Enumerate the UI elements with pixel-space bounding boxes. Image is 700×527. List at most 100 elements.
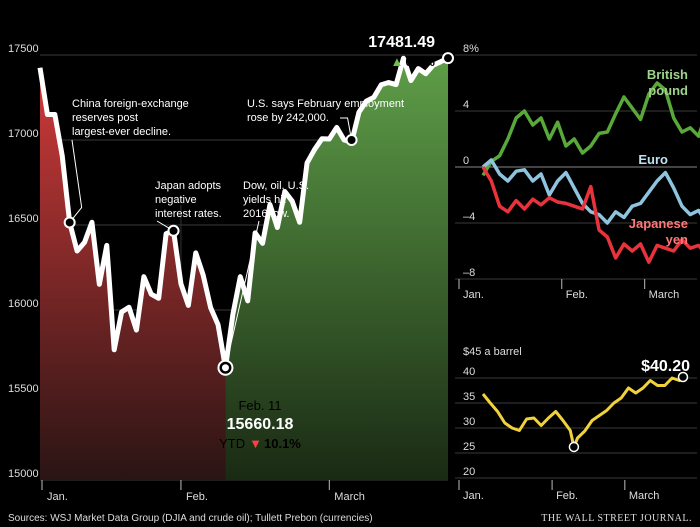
oil-month-label: Feb.: [556, 490, 578, 502]
djia-y-tick-label: 17500: [8, 43, 39, 55]
annotation-oil-line1: Dow, oil, U.S.: [243, 180, 309, 192]
oil-feb11-callout: Feb. 11 $26.21: [545, 461, 626, 475]
oil-y-tick-label: 30: [463, 416, 475, 428]
annotation-china-line2: reserves post: [72, 112, 138, 124]
oil-line-group: [481, 371, 689, 453]
ytd-up-value: 0.3%: [405, 54, 435, 69]
djia-month-label: Feb.: [186, 491, 208, 503]
oil-thursday-value: $40.20: [641, 358, 690, 375]
djia-x-ticks: Jan. Feb. March: [41, 480, 365, 503]
oil-x-ticks: Jan. Feb. March: [458, 480, 660, 502]
djia-annotation-leader: [224, 220, 260, 368]
down-arrow-icon: ▼: [249, 436, 262, 451]
oil-title: Nymex crude oil: [463, 324, 571, 340]
euro-line: [481, 158, 700, 225]
label-japanese-yen-line2: yen: [666, 232, 688, 247]
djia-thursday-label: Thursday: [377, 14, 435, 30]
djia-annotation-leader: [340, 117, 353, 141]
dollar-y-ticks: 8% 4 0 –4 –8: [463, 43, 479, 279]
dollar-series-labels: British pound Euro Japanese yen: [629, 67, 688, 247]
djia-y-tick-label: 17000: [8, 128, 39, 140]
ytd-down-value: 10.1%: [264, 436, 301, 451]
djia-title: Dow Jones Industrial Average: [8, 11, 221, 28]
djia-feb11-ytd: YTD ▼ 10.1%: [219, 436, 301, 451]
annotation-japan-line1: Japan adopts: [155, 180, 222, 192]
annotation-japan-line3: interest rates.: [155, 208, 222, 220]
label-euro: Euro: [638, 152, 668, 167]
oil-y-tick-label: 35: [463, 391, 475, 403]
oil-feb11-label: Feb. 11: [545, 461, 585, 475]
dollar-series: [481, 81, 700, 264]
up-arrow-icon: ▲: [390, 54, 403, 69]
yen-line: [481, 166, 700, 264]
oil-y-tick-label: 25: [463, 441, 475, 453]
dollar-y-tick-label: 4: [463, 99, 469, 111]
ytd-label-down: YTD: [219, 436, 245, 451]
djia-y-tick-label: 15500: [8, 383, 39, 395]
djia-y-tick-label: 16500: [8, 213, 39, 225]
oil-y-tick-label: 20: [463, 466, 475, 478]
dollar-y-tick-label: 8%: [463, 43, 479, 55]
djia-decline-area: [40, 67, 226, 480]
djia-y-tick-label: 15000: [8, 468, 39, 480]
annotation-japan-line2: negative: [155, 194, 197, 206]
djia-thursday-ytd: YTD ▲ 0.3%: [360, 54, 435, 69]
dollar-month-label: Jan.: [463, 289, 484, 301]
djia-annotation-marker: [345, 134, 358, 146]
annotation-oil-line3: 2016 low.: [243, 208, 289, 220]
oil-thursday-label: Thursday: [632, 338, 690, 354]
djia-annotation-marker: [167, 224, 180, 237]
label-british-pound-line2: pound: [648, 83, 688, 98]
oil-feb11-value: $26.21: [589, 461, 626, 475]
djia-month-label: March: [334, 491, 365, 503]
djia-thursday-value: 17481.49: [368, 34, 435, 51]
oil-unit-label: $45 a barrel: [463, 346, 522, 358]
djia-feb11-value: 15660.18: [227, 416, 294, 433]
djia-month-label: Jan.: [47, 491, 68, 503]
djia-feb11-label: Feb. 11: [238, 398, 281, 413]
djia-annotation-leader: [69, 139, 83, 223]
djia-thursday-callout: Thursday 17481.49 YTD ▲ 0.3%: [360, 14, 435, 69]
label-japanese-yen-line1: Japanese: [629, 216, 688, 231]
annotation-china-line3: largest-ever decline.: [72, 126, 171, 138]
dollar-y-tick-label: 0: [463, 155, 469, 167]
dollar-x-ticks: Jan. Feb. March: [458, 279, 680, 301]
djia-recovery-area: [225, 58, 448, 481]
annotation-oil-line2: yields hit: [243, 194, 286, 206]
oil-month-label: Jan.: [463, 490, 484, 502]
pound-line: [481, 81, 700, 177]
dollar-month-label: Feb.: [566, 289, 588, 301]
oil-latest-marker: [677, 371, 689, 383]
ytd-label-up: YTD: [360, 54, 386, 69]
djia-y-tick-label: 16000: [8, 298, 39, 310]
oil-y-tick-label: 40: [463, 366, 475, 378]
oil-month-label: March: [629, 490, 660, 502]
sources-note: Sources: WSJ Market Data Group (DJIA and…: [8, 513, 373, 524]
oil-low-marker: [568, 441, 580, 453]
annotation-us-line1: U.S. says February employment: [247, 98, 404, 110]
annotation-us-line2: rose by 242,000.: [247, 112, 329, 124]
dollar-month-label: March: [649, 289, 680, 301]
djia-low-marker-dot: [221, 364, 229, 372]
label-british-pound-line1: British: [647, 67, 688, 82]
oil-grid: [455, 377, 697, 479]
wsj-credit: THE WALL STREET JOURNAL.: [541, 513, 692, 524]
djia-y-ticks: 15000 15500 16000 16500 17000 17500: [8, 43, 39, 480]
annotation-oil: Dow, oil, U.S. yields hit 2016 low.: [243, 180, 309, 220]
djia-annotation-leaders: [69, 117, 353, 368]
djia-annotation-marker: [63, 216, 76, 229]
oil-line: [481, 375, 685, 449]
dollar-title: Performance of the U.S. dollar vs.: [463, 11, 687, 27]
annotation-china-line1: China foreign-exchange: [72, 98, 189, 110]
annotation-japan: Japan adopts negative interest rates.: [155, 180, 222, 220]
djia-annotation-markers: [63, 52, 454, 376]
dollar-y-tick-label: –8: [463, 267, 475, 279]
annotation-us-jobs: U.S. says February employment rose by 24…: [247, 98, 404, 124]
annotation-china: China foreign-exchange reserves post lar…: [72, 98, 189, 138]
djia-latest-marker: [442, 52, 454, 65]
oil-y-ticks: 40 35 30 25 20: [463, 366, 475, 478]
djia-area: [40, 58, 448, 481]
dollar-y-tick-label: –4: [463, 211, 475, 223]
